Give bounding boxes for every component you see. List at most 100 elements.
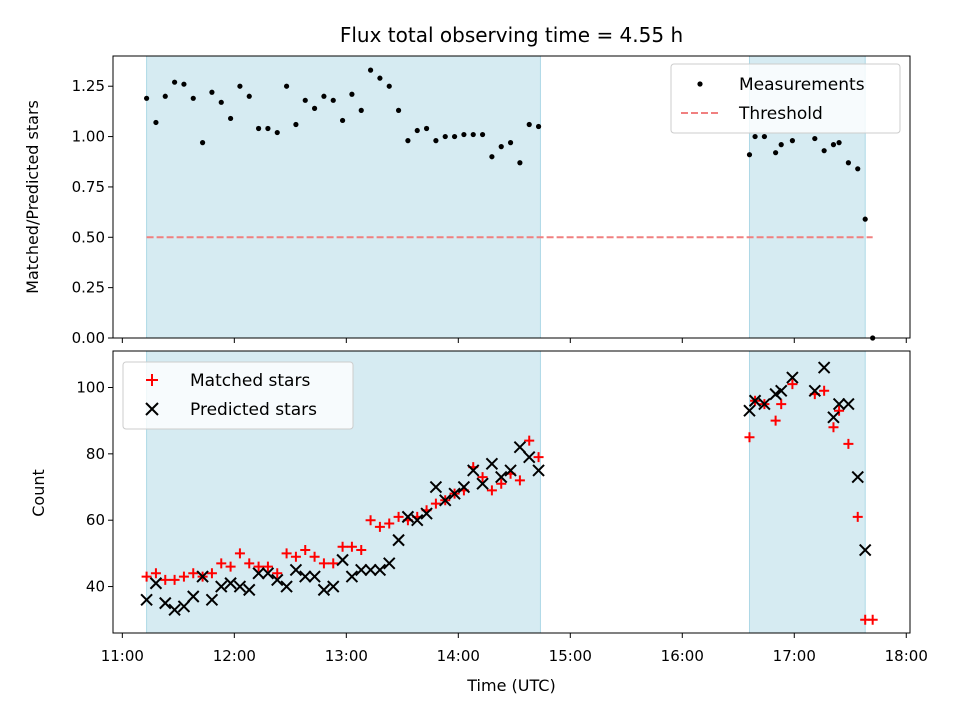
predicted-star-point (842, 397, 855, 411)
measurement-point (830, 142, 837, 148)
legend-threshold-label: Threshold (738, 104, 823, 124)
matched-star-point (150, 568, 161, 579)
top-y-tick-label: 0.50 (72, 228, 105, 246)
top-plot-frame (112, 55, 911, 339)
measurement-point (330, 97, 336, 103)
measurement-point (761, 133, 768, 140)
matched-star-point (828, 422, 839, 433)
measurement-point (752, 133, 758, 140)
predicted-star-point (523, 450, 536, 464)
matched-star-point (744, 432, 755, 443)
measurement-point (237, 83, 243, 89)
matched-star-point (244, 558, 255, 569)
bottom-y-tick-label: 100 (76, 378, 105, 396)
bottom-plot-frame (112, 350, 911, 634)
measurement-point (190, 95, 196, 101)
x-tick-label: 13:00 (325, 647, 368, 665)
measurement-point (442, 133, 448, 140)
measurement-point (227, 115, 234, 122)
x-tick-label: 17:00 (773, 647, 816, 665)
predicted-star-point (140, 593, 153, 607)
top-y-axis-label: Matched/Predicted stars (23, 100, 42, 294)
predicted-star-point (429, 480, 443, 494)
matched-star-point (290, 551, 301, 562)
predicted-star-point (215, 580, 228, 593)
predicted-star-point (336, 553, 349, 567)
matched-star-point (384, 518, 395, 529)
measurement-point (218, 99, 224, 105)
predicted-star-point (355, 563, 368, 577)
predicted-star-point (280, 580, 293, 593)
measurement-point (746, 152, 753, 158)
x-tick-label: 14:00 (437, 647, 480, 665)
top-y-tick-label: 0.25 (72, 279, 105, 297)
measurement-point (517, 160, 523, 166)
matched-star-point (533, 452, 544, 463)
measurement-point (283, 83, 290, 89)
matched-star-point (776, 399, 787, 410)
top-panel: 0.00 0.25 0.50 0.75 1.00 1.25 Matched/Predict… (23, 55, 911, 347)
x-tick-label: 16:00 (661, 647, 704, 665)
predicted-star-point (858, 543, 872, 557)
predicted-star-point (748, 394, 762, 407)
measurement-point (470, 131, 476, 138)
top-legend-box (670, 63, 901, 134)
matched-star-point (486, 485, 497, 496)
matched-star-point (188, 568, 199, 579)
matched-star-point (374, 521, 385, 532)
matched-star-point (337, 541, 348, 552)
predicted-star-point (196, 570, 209, 583)
predicted-star-point (532, 464, 545, 477)
x-tick-label: 18:00 (885, 647, 928, 665)
matched-star-point (356, 545, 367, 556)
predicted-star-point (261, 567, 275, 580)
measurement-point (479, 131, 486, 138)
predicted-star-point (233, 580, 247, 593)
predicted-star-point (832, 397, 846, 411)
measurement-point (862, 216, 868, 222)
measurement-point (274, 129, 280, 136)
bottom-y-tick-label: 60 (86, 511, 105, 529)
measurement-point (821, 148, 827, 154)
measurement-point (836, 140, 842, 146)
matched-star-point (225, 561, 236, 572)
bottom-series (140, 361, 878, 625)
predicted-star-point (457, 480, 471, 494)
measurement-point (293, 121, 299, 128)
matched-star-point (514, 475, 525, 486)
top-y-tick-label: 1.25 (72, 77, 105, 95)
measurement-point (302, 97, 308, 103)
predicted-star-point (827, 411, 840, 424)
top-observing-window-band (146, 55, 541, 339)
matched-star-point (819, 385, 830, 396)
bottom-observing-window-band (748, 350, 866, 634)
measurement-point (349, 91, 355, 97)
measurement-point (181, 81, 187, 87)
predicted-star-point (289, 563, 303, 577)
predicted-star-point (149, 577, 163, 590)
legend-matched-marker (146, 374, 158, 386)
predicted-star-point (252, 567, 265, 580)
measurement-point (812, 135, 818, 142)
predicted-star-point (392, 533, 405, 547)
measurement-point (162, 93, 168, 99)
measurement-point (789, 138, 796, 144)
measurement-point (255, 125, 262, 132)
measurement-point (171, 79, 178, 85)
x-tick-label: 11:00 (101, 647, 144, 665)
measurement-point (265, 125, 271, 132)
top-y-tick-label: 1.00 (72, 128, 105, 146)
bottom-y-axis-label: Count (29, 469, 48, 517)
measurement-point (461, 131, 467, 138)
matched-star-point (262, 561, 273, 572)
measurement-point (209, 89, 215, 95)
bottom-y-tick-label: 40 (86, 578, 105, 596)
predicted-star-point (299, 570, 312, 583)
bottom-x-axis: 11:00 12:00 13:00 14:00 15:00 16:00 17:00 18:00 (101, 633, 928, 665)
matched-star-point (272, 568, 283, 579)
matched-star-point (430, 498, 441, 509)
matched-star-point (496, 478, 507, 489)
legend-measurements-marker (697, 81, 703, 87)
measurement-point (535, 123, 542, 130)
predicted-star-point (317, 583, 331, 597)
